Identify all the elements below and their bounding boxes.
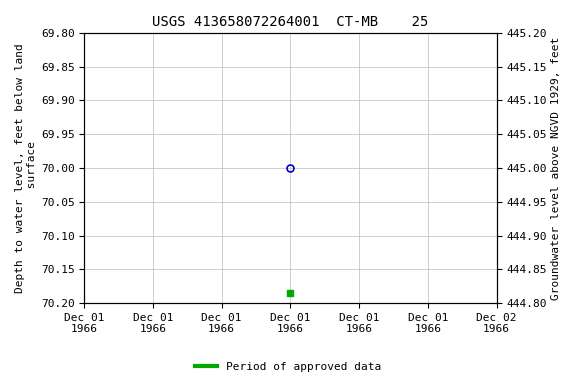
Y-axis label: Groundwater level above NGVD 1929, feet: Groundwater level above NGVD 1929, feet (551, 36, 561, 300)
Y-axis label: Depth to water level, feet below land
 surface: Depth to water level, feet below land su… (15, 43, 37, 293)
Legend: Period of approved data: Period of approved data (191, 358, 385, 377)
Title: USGS 413658072264001  CT-MB    25: USGS 413658072264001 CT-MB 25 (152, 15, 429, 29)
